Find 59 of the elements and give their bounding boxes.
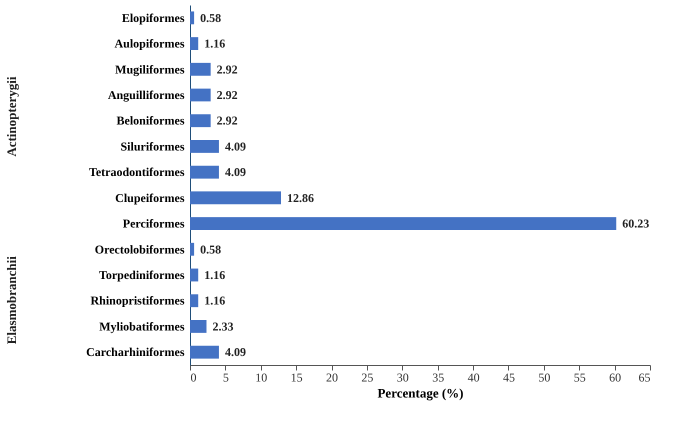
y-tick-label: Perciformes xyxy=(122,216,185,231)
bar xyxy=(190,140,219,153)
data-label: 4.09 xyxy=(224,165,246,180)
bar xyxy=(190,62,211,76)
x-tick-label: 25 xyxy=(361,370,374,384)
y-tick-label: Tetraodontiformes xyxy=(88,165,185,180)
x-tick-label: 60 xyxy=(609,370,622,384)
y-tick-label: Myliobatiformes xyxy=(99,319,185,334)
y-tick-label: Rhinopristiformes xyxy=(90,294,185,308)
bar xyxy=(190,268,198,282)
bar xyxy=(190,166,219,179)
x-tick-label: 20 xyxy=(326,370,338,384)
data-label: 2.33 xyxy=(212,319,234,334)
x-tick-label: 35 xyxy=(432,370,444,384)
x-axis-title: Percentage (%) xyxy=(377,386,464,400)
bar xyxy=(190,294,198,308)
data-label: 1.16 xyxy=(204,268,226,282)
data-label: 1.16 xyxy=(204,36,226,51)
bar xyxy=(190,320,206,333)
data-label: 2.92 xyxy=(216,62,238,76)
data-label: 2.92 xyxy=(216,88,238,102)
data-label: 0.58 xyxy=(200,10,222,25)
x-tick-label: 50 xyxy=(538,370,550,384)
bar xyxy=(190,242,194,256)
y-tick-label: Orectolobiformes xyxy=(94,242,185,256)
x-tick-label: 65 xyxy=(638,370,650,384)
x-tick-label: 15 xyxy=(290,370,303,384)
data-label: 1.16 xyxy=(204,294,226,308)
bar xyxy=(190,88,211,102)
y-tick-label: Mugiliformes xyxy=(115,62,185,76)
bar xyxy=(190,346,219,359)
bar xyxy=(190,191,282,204)
y-tick-label: Beloniformes xyxy=(116,114,185,128)
text: Actinopterygii xyxy=(4,76,19,157)
x-tick-label: 55 xyxy=(574,370,586,384)
data-label: 4.09 xyxy=(224,345,246,360)
y-tick-label: Siluriformes xyxy=(120,139,185,154)
y-tick-label: Clupeiformes xyxy=(115,190,185,205)
y-tick-label: Aulopiformes xyxy=(114,36,185,51)
data-label: 4.09 xyxy=(224,139,246,154)
data-label: 2.92 xyxy=(216,114,238,128)
data-label: 12.86 xyxy=(287,190,314,205)
x-tick-label: 40 xyxy=(468,370,480,384)
x-tick-label: 10 xyxy=(255,370,268,384)
x-tick-label: 30 xyxy=(396,370,409,384)
x-tick-label: 5 xyxy=(222,370,229,384)
bar xyxy=(190,37,198,50)
y-tick-label: Torpediniformes xyxy=(98,268,185,282)
bar xyxy=(190,11,194,24)
data-label: 0.58 xyxy=(200,242,222,256)
x-tick-label: 45 xyxy=(502,370,515,384)
text: Elasmobranchii xyxy=(4,256,19,344)
bar xyxy=(190,217,616,230)
y-tick-label: Elopiformes xyxy=(122,10,185,25)
y-tick-label: Carcharhiniformes xyxy=(86,345,185,360)
data-label: 60.23 xyxy=(622,216,650,231)
bar xyxy=(190,114,211,128)
y-tick-label: Anguilliformes xyxy=(108,88,185,102)
x-tick-label: 0 xyxy=(190,370,196,384)
